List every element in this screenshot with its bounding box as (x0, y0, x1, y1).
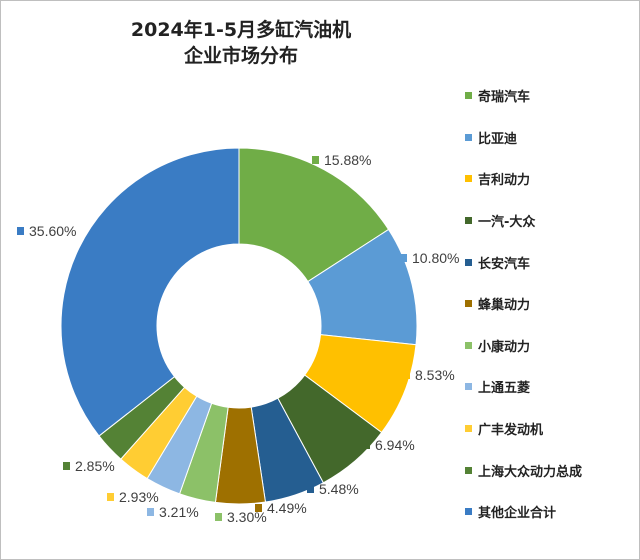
title-line-2: 企业市场分布 (183, 45, 298, 67)
slice-0 (238, 147, 390, 283)
legend-item: 比亚迪 (465, 117, 582, 159)
label-marker (255, 504, 262, 512)
data-label: 8.53% (403, 367, 455, 383)
title-line-1: 2024年1-5月多缸汽油机 (130, 19, 352, 41)
legend-item: 上海大众动力总成 (465, 449, 582, 491)
legend-swatch (465, 383, 472, 391)
legend-swatch (465, 92, 472, 100)
legend-label: 广丰发动机 (478, 423, 544, 439)
label-text: 2.85% (75, 458, 115, 474)
data-label: 4.49% (255, 500, 307, 516)
legend-label: 吉利动力 (478, 173, 531, 189)
slice-10 (60, 147, 240, 437)
legend: 奇瑞汽车比亚迪吉利动力一汽-大众长安汽车蜂巢动力小康动力上通五菱广丰发动机上海大… (465, 75, 582, 533)
legend-label: 蜂巢动力 (478, 298, 531, 314)
legend-label: 长安汽车 (478, 256, 531, 272)
legend-label: 小康动力 (478, 339, 531, 355)
data-label: 5.48% (307, 481, 359, 497)
label-text: 4.49% (267, 500, 307, 516)
legend-item: 吉利动力 (465, 158, 582, 200)
legend-swatch (465, 466, 472, 474)
label-text: 10.80% (412, 250, 460, 266)
label-marker (400, 254, 407, 262)
label-text: 5.48% (319, 481, 359, 497)
label-text: 35.60% (29, 223, 77, 239)
label-marker (363, 441, 370, 449)
data-label: 3.21% (147, 504, 199, 520)
legend-swatch (465, 425, 472, 433)
data-label: 3.30% (215, 509, 267, 525)
label-text: 2.93% (119, 489, 159, 505)
legend-item: 小康动力 (465, 325, 582, 367)
label-text: 15.88% (324, 152, 372, 168)
legend-item: 其他企业合计 (465, 491, 582, 533)
label-text: 8.53% (415, 367, 455, 383)
legend-swatch (465, 133, 472, 141)
legend-swatch (465, 341, 472, 349)
label-marker (107, 493, 114, 501)
label-marker (17, 227, 24, 235)
legend-item: 上通五菱 (465, 366, 582, 408)
label-marker (403, 371, 410, 379)
label-marker (63, 462, 70, 470)
legend-swatch (465, 258, 472, 266)
legend-item: 广丰发动机 (465, 408, 582, 450)
legend-item: 长安汽车 (465, 241, 582, 283)
legend-label: 其他企业合计 (478, 506, 557, 522)
label-text: 6.94% (375, 437, 415, 453)
data-label: 35.60% (17, 223, 76, 239)
legend-label: 奇瑞汽车 (478, 90, 531, 106)
label-marker (215, 513, 222, 521)
label-text: 3.21% (159, 504, 199, 520)
data-label: 15.88% (312, 152, 371, 168)
label-marker (307, 485, 314, 493)
label-text: 3.30% (227, 509, 267, 525)
legend-label: 上通五菱 (478, 381, 531, 397)
legend-label: 一汽-大众 (478, 215, 536, 231)
data-label: 2.85% (63, 458, 115, 474)
legend-swatch (465, 217, 472, 225)
legend-item: 蜂巢动力 (465, 283, 582, 325)
data-label: 6.94% (363, 437, 415, 453)
label-marker (147, 508, 154, 516)
data-label: 2.93% (107, 489, 159, 505)
data-label: 10.80% (400, 250, 459, 266)
legend-label: 比亚迪 (478, 131, 518, 147)
legend-item: 奇瑞汽车 (465, 75, 582, 117)
legend-swatch (465, 300, 472, 308)
chart-title: 2024年1-5月多缸汽油机 企业市场分布 (1, 17, 481, 69)
legend-swatch (465, 175, 472, 183)
legend-swatch (465, 508, 472, 516)
label-marker (312, 156, 319, 164)
legend-label: 上海大众动力总成 (478, 464, 583, 480)
legend-item: 一汽-大众 (465, 200, 582, 242)
